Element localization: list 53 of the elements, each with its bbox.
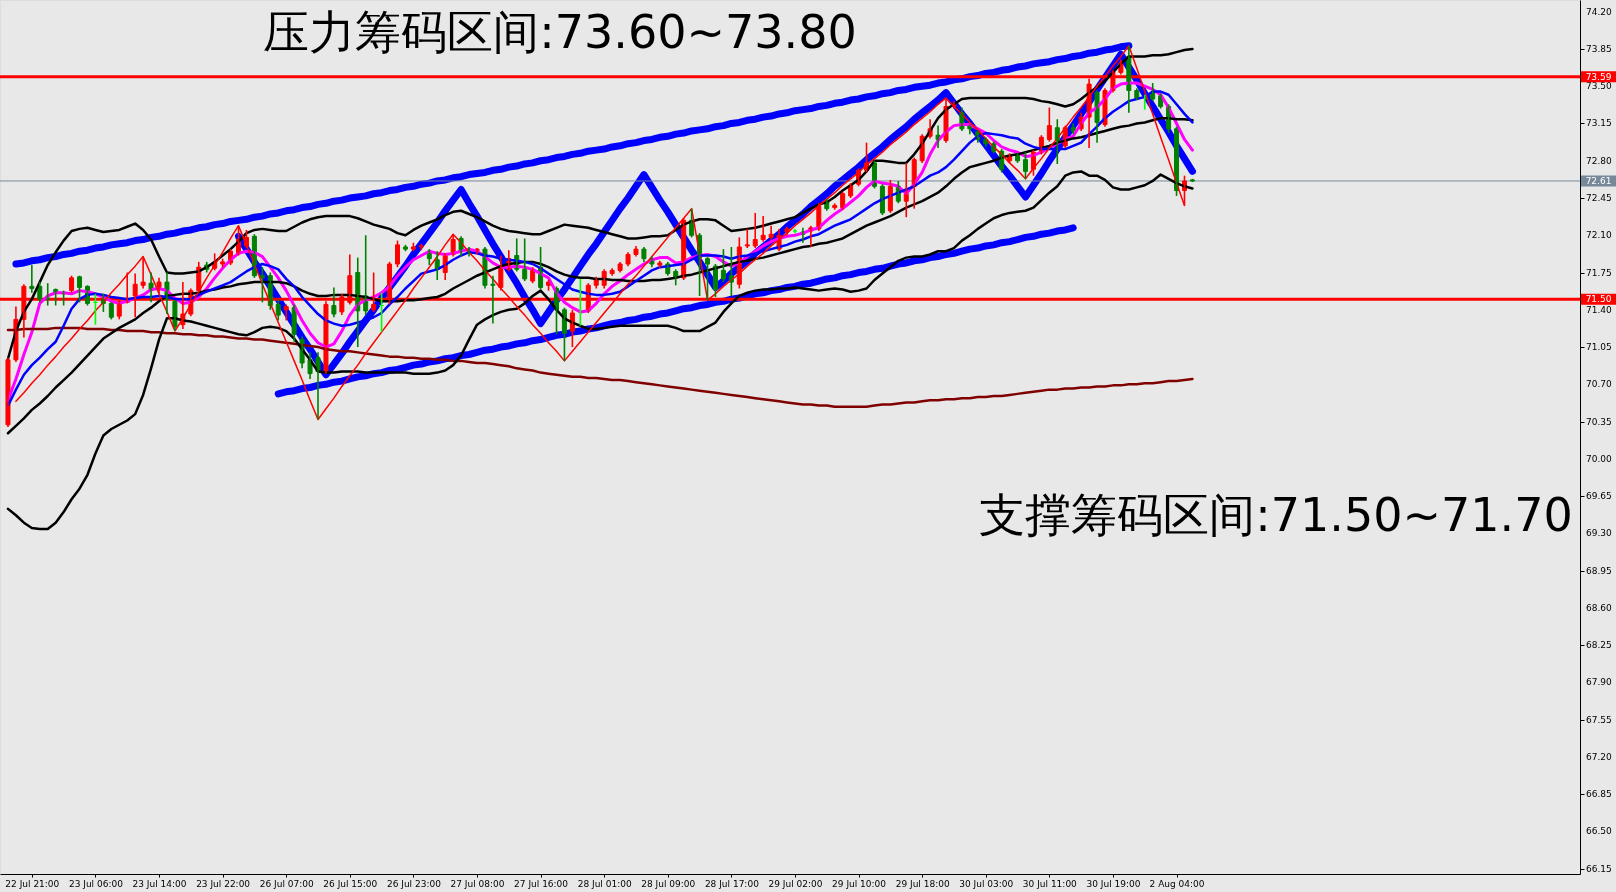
y-tick-label: 68.25 [1586,640,1612,651]
line-series [6,326,1194,408]
y-tick-label: 66.50 [1586,826,1613,837]
y-tick-label: 67.20 [1586,751,1613,762]
y-tick-label: 74.20 [1586,6,1613,17]
y-tick-label: 67.90 [1586,677,1613,688]
y-tick-label: 70.35 [1586,416,1612,427]
x-tick-label: 23 Jul 14:00 [132,878,187,889]
x-tick-label: 27 Jul 16:00 [514,878,569,889]
y-tick-label: 71.75 [1586,267,1612,278]
x-tick-label: 23 Jul 22:00 [196,878,251,889]
x-tick-label: 28 Jul 01:00 [577,878,632,889]
candlestick [744,228,750,249]
x-tick-label: 2 Aug 04:00 [1149,878,1205,889]
x-tick-label: 30 Jul 03:00 [959,878,1014,889]
y-tick-label: 68.60 [1586,602,1613,613]
candlestick [633,245,639,258]
y-tick-label: 72.45 [1586,193,1612,204]
x-tick-label: 27 Jul 08:00 [450,878,505,889]
x-tick-label: 28 Jul 17:00 [704,878,760,889]
y-tick-label: 66.15 [1586,863,1612,874]
ref-line-label: 72.61 [1585,175,1612,186]
x-tick-label: 26 Jul 07:00 [259,878,314,889]
y-tick-label: 69.65 [1586,491,1612,502]
x-tick-label: 22 Jul 21:00 [5,878,60,889]
x-tick-label: 29 Jul 10:00 [832,878,887,889]
y-tick-label: 73.85 [1586,43,1612,54]
ref-line-label: 73.59 [1585,71,1612,82]
x-tick-label: 29 Jul 02:00 [768,878,823,889]
y-tick-label: 66.85 [1586,789,1612,800]
y-tick-label: 72.80 [1586,155,1613,166]
y-tick-label: 72.10 [1586,230,1613,241]
y-tick-label: 73.15 [1586,118,1612,129]
x-tick-label: 30 Jul 19:00 [1086,878,1141,889]
x-tick-label: 23 Jul 06:00 [68,878,124,889]
annotation: 压力筹码区间:73.60~73.80 [263,5,857,59]
annotation: 支撑筹码区间:71.50~71.70 [979,488,1573,542]
y-tick-label: 68.95 [1586,565,1612,576]
y-tick-label: 69.30 [1586,528,1613,539]
x-tick-label: 26 Jul 15:00 [323,878,378,889]
y-tick-label: 70.00 [1586,453,1613,464]
y-tick-label: 73.50 [1586,81,1613,92]
candlestick [140,255,146,290]
x-tick-label: 29 Jul 18:00 [895,878,950,889]
y-tick-label: 67.55 [1586,714,1612,725]
y-tick-label: 71.40 [1586,304,1613,315]
ref-line-label: 71.50 [1585,294,1612,305]
y-tick-label: 70.70 [1586,379,1613,390]
x-tick-label: 28 Jul 09:00 [641,878,696,889]
x-tick-label: 26 Jul 23:00 [386,878,442,889]
y-tick-label: 71.05 [1586,342,1612,353]
x-tick-label: 30 Jul 11:00 [1022,878,1078,889]
candlestick [705,255,711,301]
